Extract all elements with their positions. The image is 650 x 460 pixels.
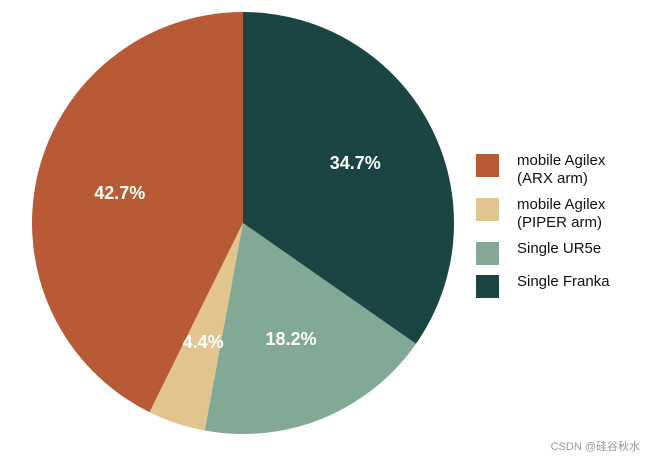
legend-label: mobile Agilex (ARX arm) <box>517 152 606 187</box>
legend-swatch <box>476 275 499 298</box>
pie-slice <box>149 223 243 431</box>
pie-slice <box>204 223 417 434</box>
legend: mobile Agilex (ARX arm) mobile Agilex (PI… <box>476 152 610 306</box>
legend-item: Single UR5e <box>476 240 610 265</box>
pie-slice <box>243 12 455 344</box>
watermark: CSDN @硅谷秋水 <box>550 441 640 453</box>
slice-label: 4.4% <box>183 332 224 352</box>
legend-label: Single Franka <box>517 273 610 290</box>
legend-label: Single UR5e <box>517 240 602 257</box>
slice-label: 34.7% <box>330 153 381 173</box>
legend-item: mobile Agilex (PIPER arm) <box>476 196 610 232</box>
legend-label: mobile Agilex (PIPER arm) <box>517 196 606 231</box>
legend-item: Single Franka <box>476 273 610 298</box>
legend-item: mobile Agilex (ARX arm) <box>476 152 610 188</box>
legend-swatch <box>476 198 499 221</box>
slice-label: 42.7% <box>94 183 145 203</box>
legend-swatch <box>476 242 499 265</box>
slice-label: 18.2% <box>266 329 317 349</box>
legend-swatch <box>476 154 499 177</box>
pie-slice <box>31 12 243 413</box>
